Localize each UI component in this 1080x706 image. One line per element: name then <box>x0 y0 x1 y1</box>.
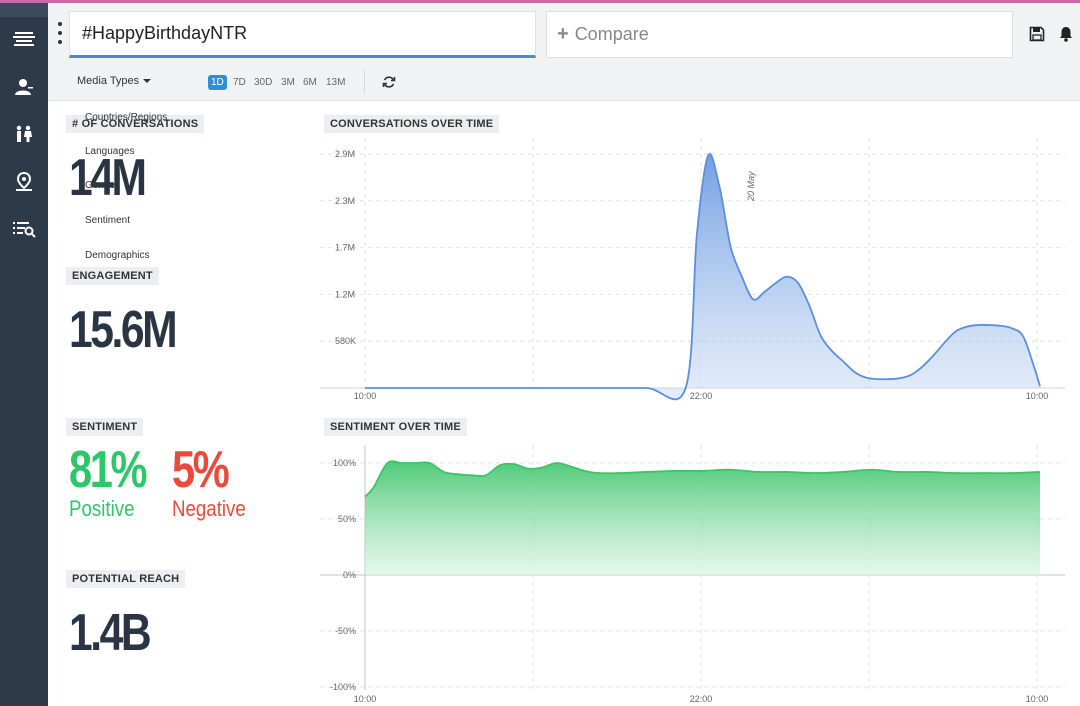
sentiment-chart-title: SENTIMENT OVER TIME <box>324 418 467 436</box>
x-tick-label: 22:00 <box>690 694 713 704</box>
date-annotation: 20 May <box>746 171 756 202</box>
sidebar <box>0 3 48 706</box>
stream-icon <box>13 32 35 46</box>
conversations-area <box>365 153 1040 400</box>
reach-label: POTENTIAL REACH <box>66 570 186 588</box>
save-icon[interactable] <box>1029 26 1045 42</box>
conversations-over-time-chart: 580K 1.2M 1.7M 2.3M 2.9M 10:00 22:00 10:00 20 Ma… <box>320 138 1065 401</box>
user-icon <box>15 79 33 95</box>
search-input[interactable] <box>70 12 535 55</box>
toolbar-divider <box>364 70 365 94</box>
y-tick-label: -50% <box>335 626 356 636</box>
sidebar-top <box>0 3 48 17</box>
reach-value: 1.4B <box>69 604 152 662</box>
y-tick-label: 50% <box>338 514 356 524</box>
dropdown-item-languages[interactable]: Languages <box>85 146 135 157</box>
x-tick-label: 10:00 <box>354 391 377 401</box>
compare-button[interactable]: + Compare <box>546 11 1013 58</box>
range-30d[interactable]: 30D <box>254 77 273 88</box>
dropdown-item-countries[interactable]: Countries/Regions <box>85 112 168 123</box>
demographics-icon <box>16 125 32 142</box>
y-tick-label: 1.7M <box>335 243 355 253</box>
sidebar-item-location[interactable] <box>0 164 48 200</box>
dropdown-item-gender[interactable]: Gender <box>85 180 119 191</box>
top-accent-strip <box>0 0 1080 3</box>
sidebar-item-search-list[interactable] <box>0 211 48 247</box>
x-tick-label: 10:00 <box>1026 391 1049 401</box>
sentiment-line <box>364 460 1041 498</box>
conversations-value: 14M <box>69 149 147 207</box>
range-6m[interactable]: 6M <box>303 77 317 88</box>
sidebar-item-streams[interactable] <box>0 21 48 57</box>
positive-label: Positive <box>69 496 135 521</box>
range-7d[interactable]: 7D <box>233 77 246 88</box>
media-types-dropdown[interactable]: Media Types <box>77 75 152 87</box>
y-tick-label: 2.3M <box>335 196 355 206</box>
x-tick-label: 10:00 <box>1026 694 1049 704</box>
dropdown-item-sentiment[interactable]: Sentiment <box>85 215 131 226</box>
bell-icon[interactable] <box>1058 26 1074 42</box>
y-tick-label: 100% <box>333 458 356 468</box>
negative-value: 5% <box>172 441 230 499</box>
conversations-label: # OF CONVERSATIONS <box>66 115 205 133</box>
search-list-icon <box>13 222 36 238</box>
media-types-label: Media Types <box>77 75 140 87</box>
more-options-icon[interactable] <box>56 22 64 44</box>
sidebar-item-demographics[interactable] <box>0 116 48 152</box>
dropdown-item-demographics[interactable]: Demographics <box>85 250 150 261</box>
engagement-value: 15.6M <box>69 301 178 359</box>
toolbar <box>48 63 1080 101</box>
negative-label: Negative <box>172 496 246 521</box>
x-tick-label: 22:00 <box>690 391 713 401</box>
y-tick-label: -100% <box>330 682 356 692</box>
range-1d[interactable]: 1D <box>208 75 227 90</box>
range-3m[interactable]: 3M <box>281 77 295 88</box>
conversations-line <box>364 153 1041 401</box>
engagement-label: ENGAGEMENT <box>66 267 159 285</box>
sentiment-over-time-chart: 100% 50% 0% -50% -100% 10:00 22:00 10:00 <box>320 445 1065 704</box>
y-tick-label: 0% <box>343 570 356 580</box>
conversations-chart-title: CONVERSATIONS OVER TIME <box>324 115 500 133</box>
y-tick-label: 2.9M <box>335 149 355 159</box>
compare-label: Compare <box>574 24 649 44</box>
plus-icon: + <box>557 23 569 45</box>
location-icon <box>16 172 32 191</box>
sentiment-area <box>365 461 1040 575</box>
sidebar-item-profile[interactable] <box>0 69 48 105</box>
range-13m[interactable]: 13M <box>326 77 346 88</box>
positive-value: 81% <box>69 441 147 499</box>
search-box[interactable] <box>69 11 536 58</box>
chevron-down-icon <box>143 79 152 84</box>
x-tick-label: 10:00 <box>354 694 377 704</box>
sentiment-label: SENTIMENT <box>66 418 144 436</box>
y-tick-label: 1.2M <box>335 289 355 299</box>
y-tick-label: 580K <box>335 336 356 346</box>
refresh-icon[interactable] <box>382 75 396 89</box>
